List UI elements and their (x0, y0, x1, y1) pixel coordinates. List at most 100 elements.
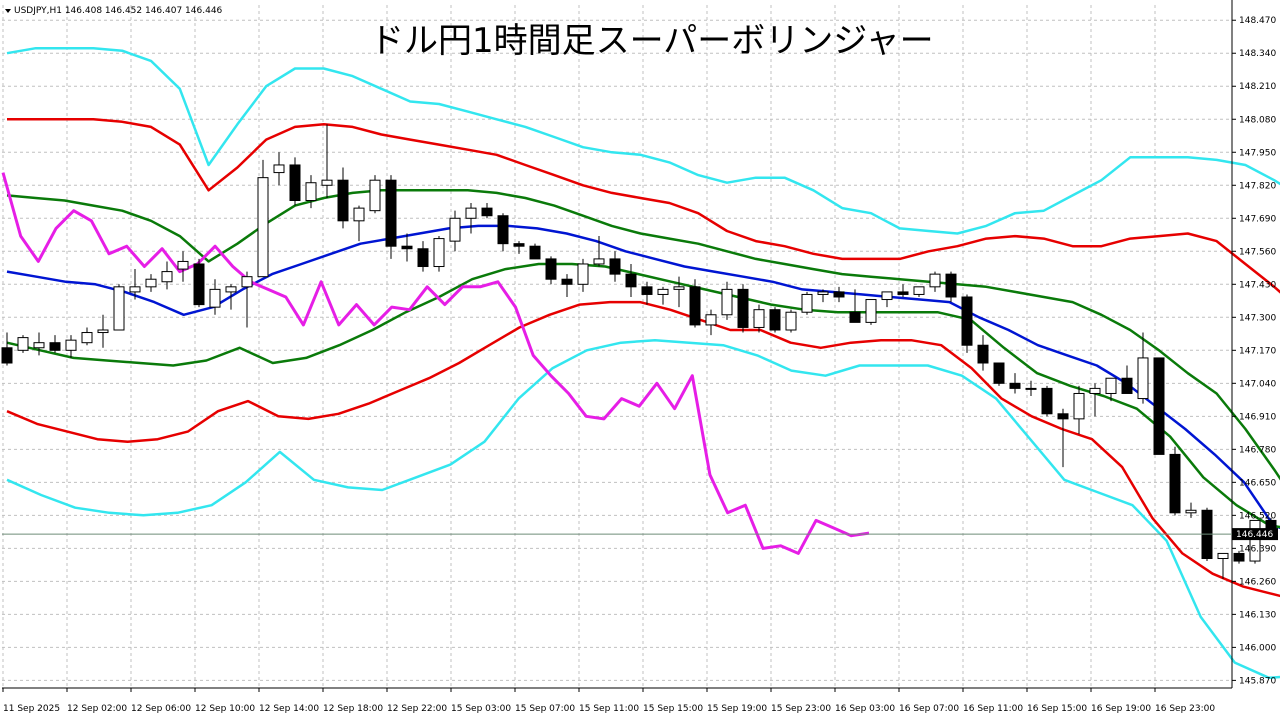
candle-body (689, 286, 701, 326)
candle-body (913, 286, 925, 295)
x-tick-label: 12 Sep 10:00 (195, 704, 255, 714)
candles (1, 124, 1277, 579)
candle-body (161, 271, 173, 283)
candle-body (1009, 382, 1021, 389)
candle-body (273, 164, 285, 174)
x-tick-label: 16 Sep 15:00 (1027, 704, 1087, 714)
candle-body (417, 248, 429, 268)
candle-body (401, 245, 413, 250)
x-tick-label: 11 Sep 2025 (3, 704, 60, 714)
candle-body (113, 286, 125, 331)
candle-body (1233, 552, 1245, 562)
candle-body (465, 207, 477, 219)
series-line (6, 338, 1280, 680)
candle-body (849, 311, 861, 323)
y-tick-label: 147.560 (1239, 247, 1276, 257)
candle-body (673, 286, 685, 290)
y-tick-label: 147.430 (1239, 280, 1276, 290)
candle-body (769, 309, 781, 331)
candle-body (721, 288, 733, 316)
current-price-label: 146.446 (1236, 530, 1273, 540)
candle-body (97, 329, 109, 334)
candle-body (481, 207, 493, 217)
candle-body (961, 296, 973, 346)
y-tick-label: 146.130 (1239, 610, 1276, 620)
y-tick-label: 148.080 (1239, 115, 1276, 125)
x-tick-label: 15 Sep 11:00 (579, 704, 639, 714)
candle-body (657, 288, 669, 295)
x-tick-label: 16 Sep 23:00 (1155, 704, 1215, 714)
candle-body (881, 291, 893, 301)
symbol-info: USDJPY,H1 146.408 146.452 146.407 146.44… (14, 6, 223, 16)
candle-body (81, 332, 93, 344)
candle-body (801, 293, 813, 313)
candle-body (145, 278, 157, 288)
candle-body (129, 286, 141, 293)
grid (2, 5, 1232, 688)
candle-body (193, 263, 205, 306)
candle-body (785, 311, 797, 331)
x-tick-label: 12 Sep 02:00 (67, 704, 127, 714)
series-line (6, 300, 1280, 598)
candle-body (1073, 392, 1085, 420)
series-line (6, 46, 1280, 235)
candle-body (625, 273, 637, 288)
candle-body (49, 342, 61, 351)
x-tick-label: 15 Sep 23:00 (771, 704, 831, 714)
candle-body (977, 344, 989, 364)
symbol-header: USDJPY,H1 146.408 146.452 146.407 146.44… (5, 6, 223, 16)
series-line (6, 262, 1280, 529)
x-tick-label: 16 Sep 03:00 (835, 704, 895, 714)
candle-body (1265, 519, 1277, 529)
candle-body (337, 179, 349, 222)
x-tick-label: 15 Sep 19:00 (707, 704, 767, 714)
candle-body (1089, 387, 1101, 394)
candle-body (353, 207, 365, 222)
y-tick-label: 147.820 (1239, 181, 1276, 191)
candle-body (577, 263, 589, 285)
x-axis-ticks: 11 Sep 2025 12 Sep 02:00 12 Sep 06:00 12 Se… (2, 688, 1215, 714)
candle-body (529, 245, 541, 260)
candle-body (1105, 377, 1117, 394)
dropdown-triangle-icon (5, 9, 11, 13)
candle-body (1121, 377, 1133, 394)
candle-body (1, 347, 13, 364)
candle-body (929, 273, 941, 288)
candle-body (17, 337, 29, 351)
x-tick-label: 12 Sep 22:00 (387, 704, 447, 714)
candle-body (33, 342, 45, 349)
candle-body (177, 260, 189, 270)
candle-body (1153, 357, 1165, 455)
candle-body (897, 291, 909, 295)
candle-body (1185, 509, 1197, 514)
candle-body (753, 309, 765, 328)
candle-body (497, 215, 509, 245)
candle-body (641, 286, 653, 295)
series-line (1, 172, 870, 555)
y-tick-label: 148.340 (1239, 49, 1276, 59)
y-tick-label: 146.650 (1239, 478, 1276, 488)
chart-title: ドル円1時間足スーパーボリンジャー (370, 21, 934, 61)
series-line (6, 189, 1280, 481)
y-tick-label: 147.040 (1239, 379, 1276, 389)
candle-body (209, 288, 221, 308)
candle-body (545, 258, 557, 280)
candle-body (561, 278, 573, 285)
candle-body (1137, 357, 1149, 400)
candle-body (1169, 453, 1181, 514)
x-tick-label: 15 Sep 07:00 (515, 704, 575, 714)
series-line (7, 118, 1280, 294)
candle-body (993, 362, 1005, 384)
candle-body (369, 179, 381, 212)
x-tick-label: 15 Sep 15:00 (643, 704, 703, 714)
candle-body (321, 179, 333, 186)
candle-body (513, 243, 525, 247)
current-price-tag-bg (1232, 528, 1278, 541)
candle-body (241, 276, 253, 288)
candle-body (257, 177, 269, 278)
candle-body (1025, 387, 1037, 390)
x-tick-label: 15 Sep 03:00 (451, 704, 511, 714)
y-tick-label: 146.520 (1239, 511, 1276, 521)
y-tick-label: 147.170 (1239, 346, 1276, 356)
